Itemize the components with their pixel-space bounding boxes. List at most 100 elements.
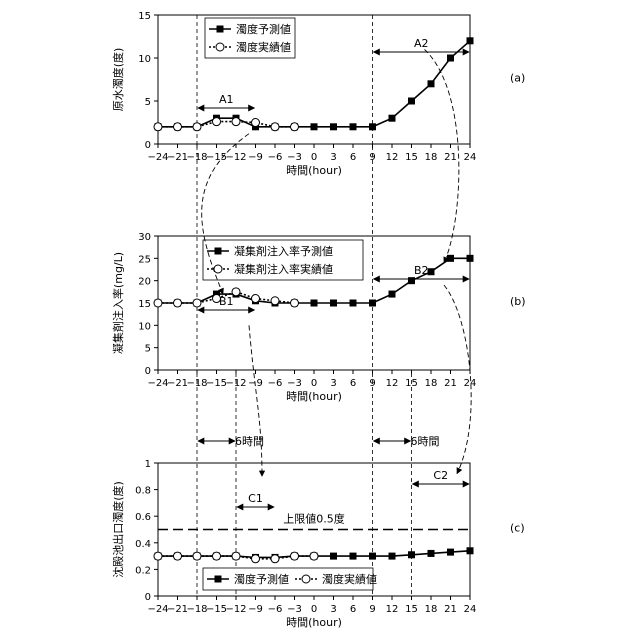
data-point — [408, 98, 415, 105]
x-tick-label: −24 — [147, 378, 168, 389]
x-tick-label: −6 — [268, 604, 283, 615]
annotation-label: B1 — [219, 295, 234, 308]
legend-label: 濁度実績値 — [322, 572, 377, 586]
x-tick-label: −3 — [287, 152, 302, 163]
data-point — [369, 123, 376, 130]
x-tick-label: −15 — [206, 152, 227, 163]
x-tick-label: 18 — [425, 604, 438, 615]
y-tick-label: 5 — [145, 344, 151, 355]
x-tick-label: 24 — [464, 152, 477, 163]
data-point — [193, 123, 201, 131]
annotation-label: A1 — [219, 93, 234, 106]
legend-marker — [302, 575, 310, 583]
data-point — [154, 552, 162, 560]
data-point — [428, 550, 435, 557]
data-point — [252, 295, 260, 303]
y-tick-label: 25 — [138, 254, 151, 265]
annotation-label: C2 — [433, 469, 448, 482]
x-tick-label: −12 — [225, 152, 246, 163]
connector-curve — [249, 325, 262, 476]
y-tick-label: 20 — [138, 277, 151, 288]
data-point — [193, 299, 201, 307]
x-tick-label: −9 — [248, 604, 263, 615]
data-point — [447, 55, 454, 62]
legend: 凝集剤注入率予測値凝集剤注入率実績値 — [203, 240, 363, 280]
data-point — [291, 299, 299, 307]
chart-a: −24−21−18−15−12−9−6−30369121518212405101… — [111, 11, 525, 177]
x-tick-label: 3 — [330, 378, 336, 389]
x-tick-label: 0 — [311, 378, 317, 389]
data-point — [310, 552, 318, 560]
x-tick-label: 12 — [386, 152, 399, 163]
x-tick-label: 0 — [311, 152, 317, 163]
series-actual — [154, 552, 318, 563]
annotation-label: A2 — [414, 37, 429, 50]
data-point — [271, 123, 279, 131]
data-point — [174, 552, 182, 560]
y-tick-label: 10 — [138, 54, 151, 65]
x-tick-label: 12 — [386, 604, 399, 615]
data-point — [428, 268, 435, 275]
y-axis-label: 沈殿池出口濁度(度) — [111, 481, 125, 578]
data-point — [389, 553, 396, 560]
y-tick-label: 15 — [138, 11, 151, 22]
x-tick-label: 9 — [369, 604, 375, 615]
legend-label: 凝集剤注入率実績値 — [234, 262, 333, 276]
y-axis-label: 原水濁度(度) — [111, 48, 125, 112]
data-point — [291, 552, 299, 560]
y-tick-label: 0 — [145, 140, 151, 151]
legend-label: 濁度実績値 — [236, 40, 291, 54]
legend-marker — [215, 576, 222, 583]
x-tick-label: −24 — [147, 152, 168, 163]
data-point — [291, 123, 299, 131]
data-point — [330, 553, 337, 560]
legend-label: 濁度予測値 — [234, 572, 289, 586]
x-tick-label: 18 — [425, 378, 438, 389]
data-point — [271, 297, 279, 305]
data-point — [467, 37, 474, 44]
data-point — [389, 291, 396, 298]
data-point — [428, 80, 435, 87]
data-point — [154, 299, 162, 307]
y-tick-label: 5 — [145, 97, 151, 108]
x-tick-label: 3 — [330, 604, 336, 615]
series-actual — [154, 118, 299, 131]
x-tick-label: 6 — [350, 378, 356, 389]
x-tick-label: −15 — [206, 378, 227, 389]
x-tick-label: −18 — [186, 604, 207, 615]
panel-label: (c) — [510, 522, 525, 535]
annotation-label: B2 — [414, 264, 429, 277]
legend-label: 凝集剤注入率予測値 — [234, 244, 333, 258]
data-point — [447, 255, 454, 262]
legend-marker — [215, 248, 222, 255]
x-tick-label: −21 — [167, 604, 188, 615]
data-point — [174, 123, 182, 131]
series-predicted — [155, 37, 474, 130]
data-point — [408, 551, 415, 558]
x-tick-label: −3 — [287, 604, 302, 615]
y-tick-label: 0 — [145, 366, 151, 377]
data-point — [213, 118, 221, 126]
x-tick-label: −6 — [268, 152, 283, 163]
legend-marker — [214, 265, 222, 273]
data-point — [213, 552, 221, 560]
annotation-label: 6時間 — [235, 435, 264, 448]
y-tick-label: 15 — [138, 299, 151, 310]
data-point — [174, 299, 182, 307]
data-point — [271, 555, 279, 563]
x-tick-label: 21 — [444, 378, 457, 389]
data-point — [330, 300, 337, 307]
y-tick-label: 0 — [145, 592, 151, 603]
y-tick-label: 0.8 — [135, 486, 151, 497]
legend: 濁度予測値 濁度実績値 — [203, 568, 377, 590]
x-tick-label: −21 — [167, 152, 188, 163]
x-tick-label: −12 — [225, 604, 246, 615]
y-tick-label: 0.4 — [135, 539, 151, 550]
x-tick-label: 12 — [386, 378, 399, 389]
panel-label: (b) — [510, 295, 526, 308]
x-tick-label: −3 — [287, 378, 302, 389]
annotation-label: 6時間 — [411, 435, 440, 448]
data-point — [350, 123, 357, 130]
y-tick-label: 0.6 — [135, 512, 151, 523]
